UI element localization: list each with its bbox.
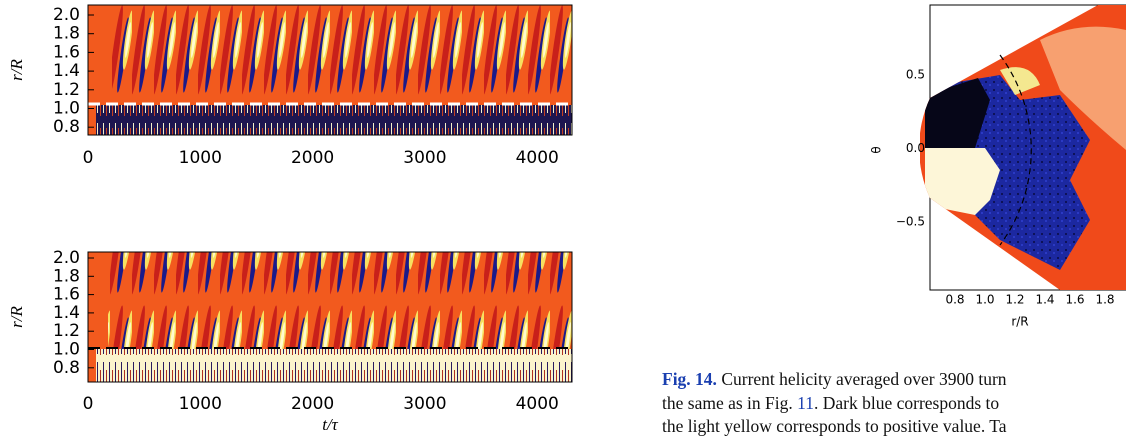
y-tick-label: 1.2 <box>53 80 80 100</box>
frame <box>87 4 573 136</box>
x-tick-label: 0.8 <box>945 293 964 307</box>
y-tick-label: 0.0 <box>906 141 925 155</box>
x-tick-label: 1000 <box>179 394 222 414</box>
x-tick-label: 4000 <box>516 148 559 168</box>
heatmap-inner <box>88 349 572 382</box>
x-tick-label: 1000 <box>179 148 222 168</box>
x-axis-label: t/τ <box>322 415 338 434</box>
y-axis-label: θ <box>870 146 884 153</box>
y-tick-label: 2.0 <box>53 248 80 268</box>
caption-text: Current helicity averaged over 3900 turn <box>721 369 1007 389</box>
caption-text: the light yellow corresponds to positive… <box>662 416 1007 436</box>
x-tick-label: 2000 <box>291 394 334 414</box>
y-tick-label: 2.0 <box>53 5 80 25</box>
y-tick-label: 1.8 <box>53 24 80 44</box>
x-tick-label: 1.0 <box>975 293 994 307</box>
y-tick-label: 1.4 <box>53 303 80 323</box>
y-tick-label: 1.6 <box>53 42 80 62</box>
y-tick-label: 0.8 <box>53 358 80 378</box>
y-tick-label: 1.0 <box>53 99 80 119</box>
caption: Fig. 14. Current helicity averaged over … <box>662 368 1126 439</box>
y-tick-label: 1.8 <box>53 266 80 286</box>
y-tick-label: 0.5 <box>906 68 925 82</box>
heatmap-inner <box>88 105 572 135</box>
y-tick-label: 1.2 <box>53 321 80 341</box>
x-tick-label: 3000 <box>403 394 446 414</box>
figure-label: Fig. 14. <box>662 369 717 389</box>
y-axis-label: r/R <box>7 306 26 328</box>
panel-top <box>87 4 573 136</box>
x-tick-label: 1.6 <box>1065 293 1084 307</box>
caption-line: the same as in Fig. 11. Dark blue corres… <box>662 392 1126 416</box>
y-tick-label: −0.5 <box>896 215 925 229</box>
x-tick-label: 1.8 <box>1095 293 1114 307</box>
x-tick-label: 2000 <box>291 148 334 168</box>
surface-line <box>999 54 1032 246</box>
frame <box>87 251 573 383</box>
y-tick-label: 1.6 <box>53 285 80 305</box>
y-tick-label: 1.4 <box>53 61 80 81</box>
y-tick-label: 0.8 <box>53 117 80 137</box>
panel-wedge <box>920 4 1126 291</box>
x-tick-label: 0 <box>83 148 94 168</box>
x-tick-label: 1.4 <box>1035 293 1054 307</box>
caption-line: the light yellow corresponds to positive… <box>662 415 1126 439</box>
figure-link[interactable]: 11 <box>797 392 814 413</box>
x-axis-label: r/R <box>1011 315 1028 329</box>
caption-line: Fig. 14. Current helicity averaged over … <box>662 368 1126 392</box>
caption-text: . Dark blue corresponds to <box>813 392 1000 413</box>
x-tick-label: 1.2 <box>1005 293 1024 307</box>
x-tick-label: 3000 <box>403 148 446 168</box>
x-tick-label: 0 <box>83 394 94 414</box>
panel-bottom <box>87 251 573 383</box>
x-tick-label: 4000 <box>516 394 559 414</box>
y-tick-label: 1.0 <box>53 340 80 360</box>
y-axis-label: r/R <box>7 59 26 81</box>
caption-text: the same as in Fig. <box>662 392 798 413</box>
